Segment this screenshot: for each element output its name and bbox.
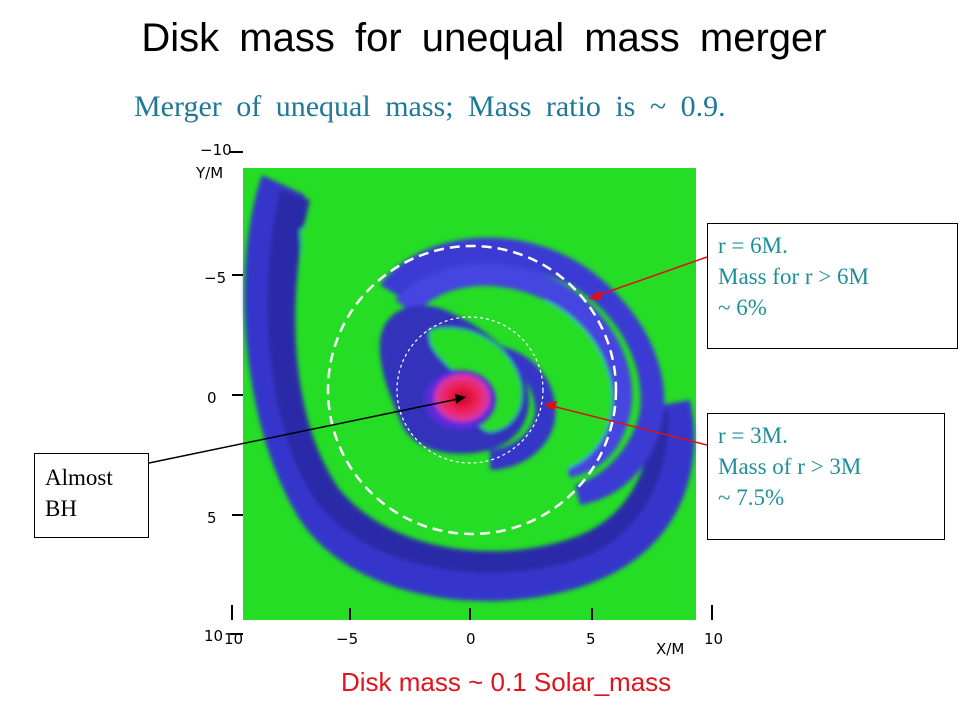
disk-mass-caption: Disk mass ~ 0.1 Solar_mass [341,667,672,697]
annotation-r6: r = 6M. Mass for r > 6M ~ 6% [707,223,958,349]
x-axis-label: X/M [656,640,684,658]
annotation-line: Almost [45,465,113,490]
y-tick-label: 5 [207,509,217,527]
slide-subtitle: Merger of unequal mass; Mass ratio is ~ … [134,90,726,123]
y-tick-label: 0 [207,389,217,407]
annotation-line: ~ 7.5% [718,485,785,510]
y-axis-label: Y/M [195,164,223,182]
annotation-line: Mass of r > 3M [718,454,862,479]
y-axis: −10 −5 0 5 10 Y/M [195,141,243,645]
y-tick-label: −5 [204,269,226,287]
slide-title: Disk mass for unequal mass merger [141,16,827,60]
arrow-r3 [544,401,708,446]
arrow-r6 [588,256,708,300]
annotation-line: BH [45,496,77,521]
x-tick-label: 5 [586,630,596,648]
y-tick-label: 10 [204,627,223,645]
annotation-r3: r = 3M. Mass of r > 3M ~ 7.5% [707,413,945,540]
annotation-line: ~ 6% [718,295,767,320]
x-tick-label: 10 [704,630,723,648]
y-tick-label: −10 [200,141,232,159]
circle-r3 [396,316,544,464]
annotation-bh: Almost BH [34,453,149,538]
circle-r6 [326,244,618,536]
arrow-bh [148,394,466,464]
annotation-line: Mass for r > 6M [718,264,869,289]
x-tick-label: 0 [466,630,476,648]
x-tick-label: 10 [224,630,243,648]
annotation-line: r = 3M. [718,423,788,448]
x-axis: 10 −5 0 5 10 X/M [224,605,723,658]
annotation-line: r = 6M. [718,233,788,258]
x-tick-label: −5 [336,630,358,648]
